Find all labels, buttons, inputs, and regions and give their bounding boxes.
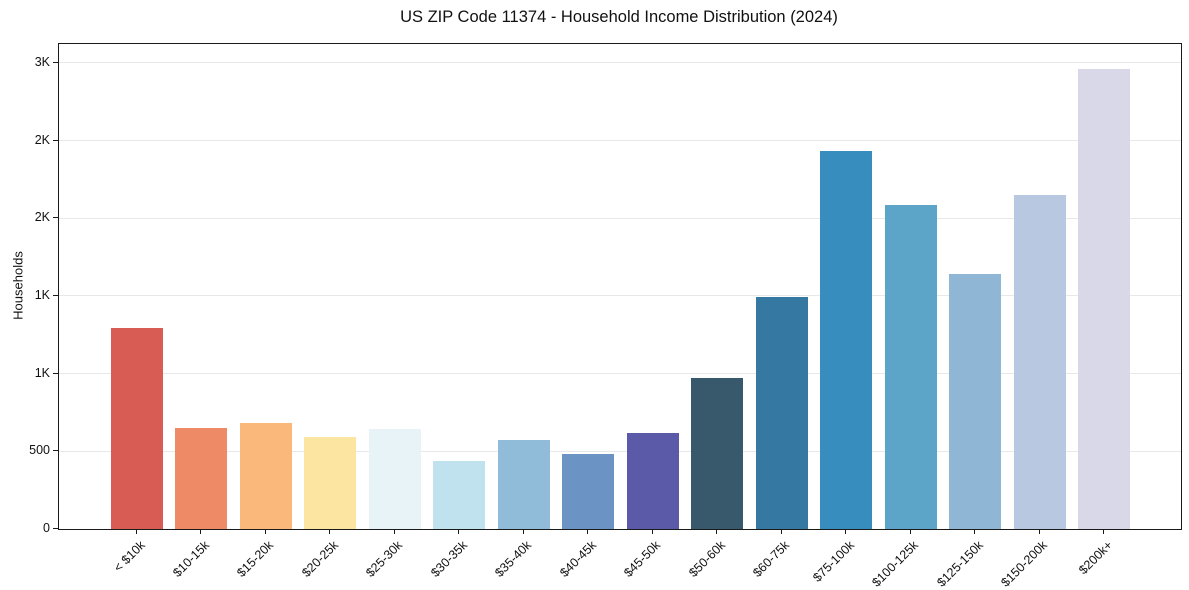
y-tick-label: 1K xyxy=(34,287,50,302)
x-tick-label: $40-45k xyxy=(557,538,599,580)
x-tick-label: $45-50k xyxy=(621,538,664,580)
gridline xyxy=(59,295,1181,297)
x-tick-label: $25-30k xyxy=(363,538,406,580)
x-tick-mark xyxy=(587,529,588,534)
x-tick-label: $30-35k xyxy=(428,538,470,580)
x-tick-mark xyxy=(393,529,395,534)
x-tick-mark xyxy=(135,529,137,534)
x-tick-label: < $10k xyxy=(110,538,148,575)
x-tick-label: $60-75k xyxy=(750,538,793,580)
y-tick-mark xyxy=(53,372,58,374)
x-tick-mark xyxy=(780,529,782,534)
bar xyxy=(175,428,227,529)
x-tick-label: $100-125k xyxy=(869,538,922,590)
x-tick-mark xyxy=(716,529,717,534)
x-tick-label: $75-100k xyxy=(810,538,857,585)
x-tick-mark xyxy=(974,529,975,534)
gridline xyxy=(59,217,1181,219)
gridline xyxy=(59,450,1181,452)
y-tick-mark xyxy=(53,139,58,141)
y-tick-mark xyxy=(53,61,58,63)
x-tick-label: $10-15k xyxy=(170,538,212,580)
x-tick-mark xyxy=(651,529,653,534)
y-tick-mark xyxy=(53,528,58,529)
gridline xyxy=(59,373,1181,375)
x-tick-label: $50-60k xyxy=(686,538,728,580)
y-tick-label: 500 xyxy=(29,443,50,458)
x-tick-label: $20-25k xyxy=(299,538,341,580)
bar xyxy=(110,327,163,529)
x-tick-mark xyxy=(522,529,524,534)
x-tick-mark xyxy=(909,529,911,534)
y-axis-label: Households xyxy=(10,251,26,320)
bar xyxy=(755,296,808,529)
bar xyxy=(1013,195,1066,529)
x-tick-mark xyxy=(458,529,459,534)
x-tick-mark xyxy=(1103,529,1104,534)
bar xyxy=(433,461,485,529)
gridline xyxy=(59,62,1181,64)
y-tick-mark xyxy=(53,294,58,296)
bar xyxy=(820,150,872,529)
bar xyxy=(884,205,937,529)
y-tick-label: 2K xyxy=(34,132,50,147)
plot-area xyxy=(58,43,1182,530)
x-tick-mark xyxy=(200,529,201,534)
x-tick-label: $35-40k xyxy=(492,538,535,580)
y-tick-label: 3K xyxy=(34,54,50,69)
y-tick-label: 1K xyxy=(34,365,50,380)
x-tick-label: $200k+ xyxy=(1075,538,1115,578)
y-tick-label: 0 xyxy=(43,521,50,535)
x-tick-mark xyxy=(1038,529,1040,534)
x-tick-mark xyxy=(845,529,846,534)
y-tick-label: 2K xyxy=(34,210,50,225)
bar xyxy=(626,433,679,529)
y-tick-mark xyxy=(53,450,58,452)
x-tick-label: $15-20k xyxy=(234,538,277,580)
x-tick-label: $125-150k xyxy=(934,538,986,590)
x-tick-mark xyxy=(264,529,266,534)
x-tick-mark xyxy=(329,529,330,534)
bar xyxy=(949,274,1001,529)
bar xyxy=(304,437,356,529)
chart-title: US ZIP Code 11374 - Household Income Dis… xyxy=(400,8,838,26)
bar xyxy=(691,377,743,529)
x-tick-label: $150-200k xyxy=(998,538,1051,590)
bar xyxy=(1078,69,1130,529)
bar xyxy=(562,454,614,529)
bar xyxy=(497,440,550,529)
y-tick-mark xyxy=(53,217,58,219)
bar xyxy=(368,428,421,529)
gridline xyxy=(59,140,1181,142)
bar xyxy=(239,422,292,529)
